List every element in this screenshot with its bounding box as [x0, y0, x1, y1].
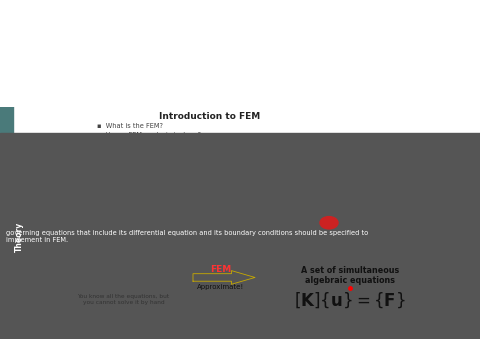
Text: 2: 2: [48, 147, 62, 166]
Bar: [0, 0, 13, 133]
Text: Approximate!: Approximate!: [197, 284, 244, 290]
Text: ➤: ➤: [465, 239, 475, 249]
Circle shape: [320, 217, 338, 229]
FancyBboxPatch shape: [291, 211, 368, 259]
Text: ▪  How a FEM analysis is done?: ▪ How a FEM analysis is done?: [97, 132, 201, 138]
Text: A set of simultaneous
algebraic equations: A set of simultaneous algebraic equation…: [301, 266, 399, 285]
Text: $[\mathbf{K}]\{\mathbf{u}\}=\{\mathbf{F}\}$: $[\mathbf{K}]\{\mathbf{u}\}=\{\mathbf{F}…: [294, 291, 406, 311]
Text: You know all the equations, but
you cannot solve it by hand: You know all the equations, but you cann…: [77, 294, 169, 305]
Bar: [296, 228, 363, 256]
Text: etc.: etc.: [123, 240, 137, 249]
Polygon shape: [193, 271, 255, 284]
Text: ▪  Convergence Study(Validation): ▪ Convergence Study(Validation): [97, 180, 209, 186]
Text: ▪  FEM advantages and disadvantages: ▪ FEM advantages and disadvantages: [97, 152, 227, 157]
Bar: [13, 186, 26, 288]
Bar: [0, 133, 480, 339]
Text: ▪  General Usage of FEM: ▪ General Usage of FEM: [97, 142, 188, 148]
FancyBboxPatch shape: [60, 291, 187, 309]
Text: Theory: Theory: [15, 222, 24, 252]
Text: An example of structural analysis: An example of structural analysis: [117, 197, 394, 212]
Text: ▪  What is the FEM?: ▪ What is the FEM?: [97, 123, 163, 128]
Bar: [26, 196, 480, 312]
Text: Thermal behavior: Thermal behavior: [96, 231, 164, 240]
Circle shape: [37, 145, 73, 170]
Text: governing equations that include its differential equation and its boundary cond: governing equations that include its dif…: [6, 230, 368, 243]
Bar: [288, 254, 371, 257]
Text: ▪  Degree of freedom (DOF): ▪ Degree of freedom (DOF): [97, 161, 190, 167]
Text: ▪  Plane Stress and Plane strain: ▪ Plane Stress and Plane strain: [97, 171, 203, 177]
Text: $B(\phi) + g = 0$: $B(\phi) + g = 0$: [101, 275, 159, 289]
Text: Example: Vertical machining center: Example: Vertical machining center: [30, 210, 226, 220]
Text: Elastic deformation: Elastic deformation: [93, 222, 168, 231]
Bar: [301, 219, 321, 231]
Text: Boundary
Conditions:: Boundary Conditions:: [27, 277, 63, 288]
Text: Governing
Equation:: Governing Equation:: [30, 264, 63, 275]
FancyBboxPatch shape: [255, 256, 445, 312]
Text: $L(\phi) + f = 0$: $L(\phi) + f = 0$: [103, 263, 157, 277]
Circle shape: [448, 225, 480, 263]
Text: Introduction to FEM: Introduction to FEM: [159, 112, 261, 121]
Text: FEM: FEM: [210, 265, 231, 274]
Text: Examples: Examples: [2, 10, 11, 51]
Bar: [26, 53, 480, 196]
Text: Geometry is
very complex!: Geometry is very complex!: [357, 216, 429, 235]
